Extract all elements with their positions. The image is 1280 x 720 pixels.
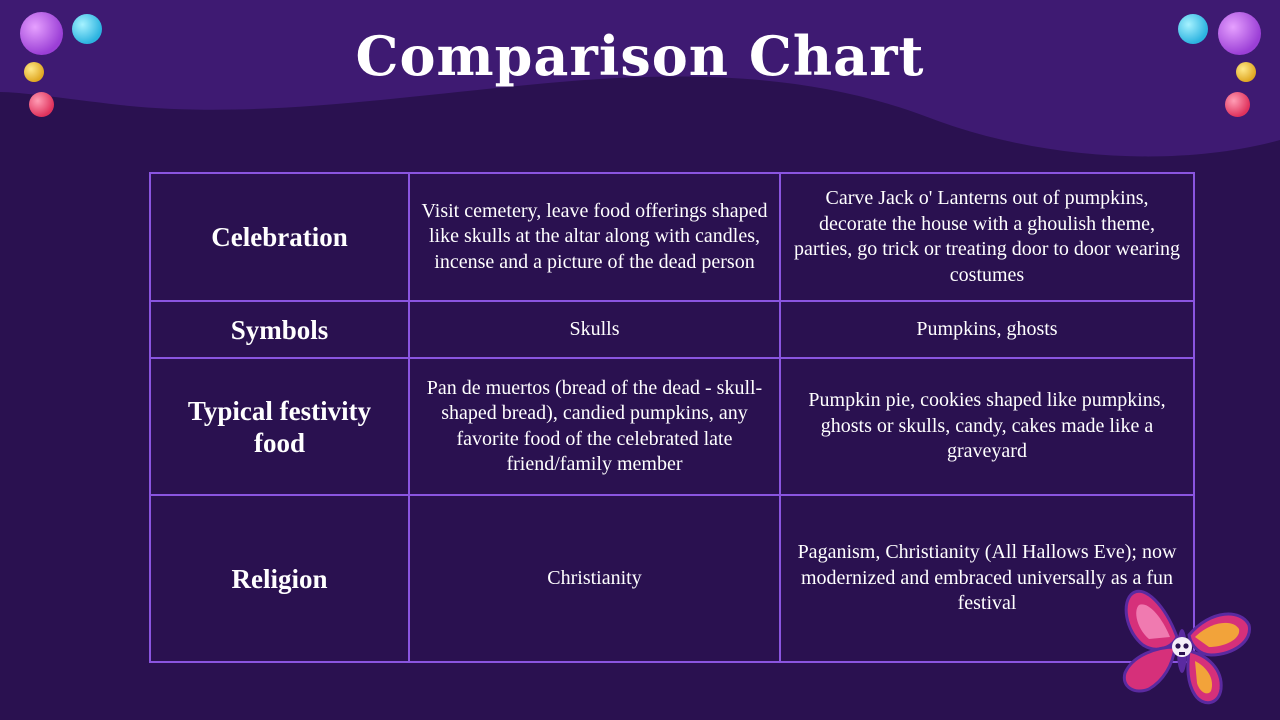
table-cell: Paganism, Christianity (All Hallows Eve)… xyxy=(779,494,1195,663)
purple-dot-icon xyxy=(20,12,63,55)
table-row: Typical festivity food Pan de muertos (b… xyxy=(149,357,1195,496)
table-cell: Pan de muertos (bread of the dead - skul… xyxy=(408,357,781,496)
page-title: Comparison Chart xyxy=(355,24,925,88)
purple-dot-icon xyxy=(1218,12,1261,55)
pink-dot-icon xyxy=(29,92,54,117)
row-header-celebration: Celebration xyxy=(149,172,410,302)
pink-dot-icon xyxy=(1225,92,1250,117)
table-cell: Carve Jack o' Lanterns out of pumpkins, … xyxy=(779,172,1195,302)
butterfly-icon xyxy=(1122,589,1251,705)
row-header-symbols: Symbols xyxy=(149,300,410,359)
table-row: Celebration Visit cemetery, leave food o… xyxy=(149,172,1195,302)
table-row: Religion Christianity Paganism, Christia… xyxy=(149,494,1195,663)
table-cell: Visit cemetery, leave food offerings sha… xyxy=(408,172,781,302)
table-row: Symbols Skulls Pumpkins, ghosts xyxy=(149,300,1195,359)
cyan-dot-icon xyxy=(1178,14,1208,44)
yellow-dot-icon xyxy=(1236,62,1256,82)
row-header-religion: Religion xyxy=(149,494,410,663)
table-cell: Pumpkins, ghosts xyxy=(779,300,1195,359)
comparison-table: Celebration Visit cemetery, leave food o… xyxy=(149,172,1195,663)
row-header-food: Typical festivity food xyxy=(149,357,410,496)
cyan-dot-icon xyxy=(72,14,102,44)
yellow-dot-icon xyxy=(24,62,44,82)
table-cell: Skulls xyxy=(408,300,781,359)
table-cell: Christianity xyxy=(408,494,781,663)
table-cell: Pumpkin pie, cookies shaped like pumpkin… xyxy=(779,357,1195,496)
